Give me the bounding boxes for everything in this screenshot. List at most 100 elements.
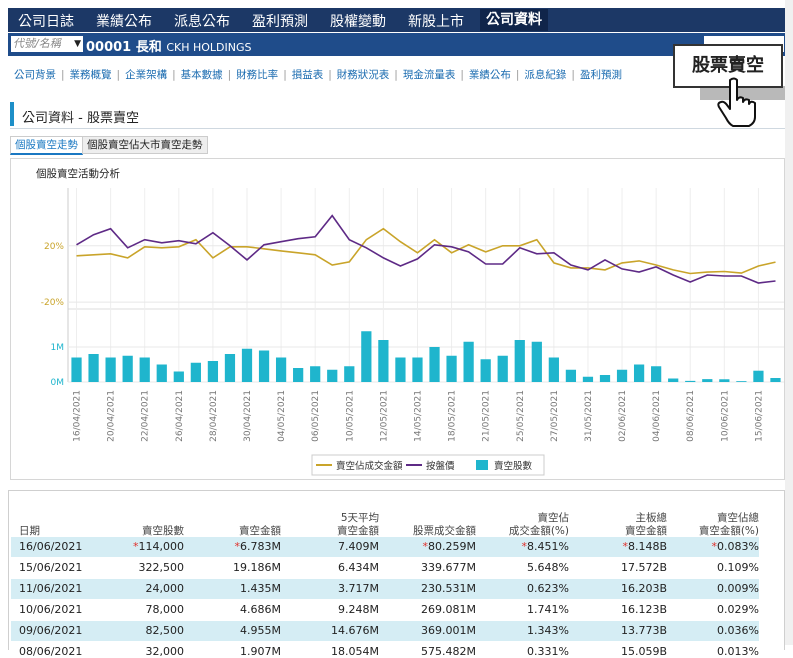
table-cell: 13.773B	[620, 624, 667, 637]
line	[76, 214, 776, 284]
sub-links: 公司背景 | 業務概覽 | 企業架構 | 基本數據 | 財務比率 | 損益表 | 財務狀況表 | 現金流量表…	[14, 67, 622, 82]
table-cell: 82,500	[145, 624, 185, 637]
table-cell: 4.686M	[240, 603, 281, 616]
sub-tab[interactable]: 個股賣空佔大市賣空走勢	[82, 136, 208, 154]
x-tick-label: 16/04/2021	[73, 390, 83, 442]
callout: 股票賣空	[673, 44, 783, 88]
sub-link[interactable]: 業績公布	[468, 69, 511, 81]
table-cell: 09/06/2021	[19, 624, 83, 637]
table-cell: 5.648%	[527, 561, 569, 574]
table-cell: 19.186M	[233, 561, 281, 574]
table-cell: 4.955M	[240, 624, 281, 637]
table-cell: 369.001M	[421, 624, 476, 637]
table-cell: *8.451%	[521, 540, 569, 553]
bar	[770, 378, 781, 382]
bar	[429, 347, 440, 382]
nav-tab[interactable]: 公司資料	[480, 9, 548, 31]
flag: *	[422, 540, 429, 553]
search-bar: 代號/名稱 ▼ 00001 長和 CKH HOLDINGS	[8, 33, 785, 56]
sub-link[interactable]: 派息紀錄	[524, 69, 567, 81]
bar	[719, 379, 730, 382]
sub-link[interactable]: 損益表	[291, 69, 324, 81]
table-cell: 9.248M	[338, 603, 379, 616]
sub-link[interactable]: 財務狀況表	[336, 69, 390, 81]
sub-link[interactable]: 基本數據	[180, 69, 223, 81]
separator: |	[227, 69, 232, 81]
y-tick-label: -20%	[41, 298, 65, 308]
bar	[548, 357, 559, 382]
code-select[interactable]: 代號/名稱 ▼	[11, 36, 83, 52]
table-cell: 0.331%	[527, 645, 569, 658]
nav-tab[interactable]: 業績公布	[96, 14, 152, 30]
x-tick-label: 28/04/2021	[209, 390, 219, 442]
flag: *	[133, 540, 139, 553]
x-tick-label: 18/05/2021	[448, 390, 458, 442]
table-cell: 3.717M	[338, 582, 379, 595]
legend-label: 按盤價	[426, 460, 455, 472]
table: 日期 賣空股數 賣空金額 5天平均 賣空金額 股票成交金額 賣空佔 成交金額(%) 主板總 賣空金…	[8, 490, 785, 658]
table-cell: 11/06/2021	[19, 582, 83, 595]
table-cell: 16.203B	[620, 582, 667, 595]
bar	[651, 366, 662, 382]
bar	[139, 357, 150, 382]
flag: *	[711, 540, 718, 553]
x-tick-label: 06/05/2021	[311, 390, 321, 442]
sub-link[interactable]: 盈利預測	[579, 69, 622, 81]
sub-link[interactable]: 業務概覽	[69, 69, 112, 81]
table-cell: 0.036%	[717, 624, 759, 637]
chart: 16/04/2021 20/04/2021 22/04/2021 26/04/2021…	[41, 188, 784, 476]
line	[76, 227, 776, 275]
table-cell: 78,000	[145, 603, 185, 616]
table-cell: *6.783M	[234, 540, 281, 553]
column-header: 賣空佔	[537, 512, 570, 524]
nav-tab[interactable]: 公司日誌	[18, 14, 74, 30]
column-header: 日期	[19, 525, 40, 537]
column-header: 賣空金額	[239, 525, 281, 537]
column-header: 賣空佔總	[717, 512, 759, 524]
table-cell: 6.434M	[338, 561, 379, 574]
nav-tab[interactable]: 股權變動	[330, 14, 386, 30]
nav-tab[interactable]: 盈利預測	[252, 14, 308, 30]
x-tick-label: 14/05/2021	[413, 390, 423, 442]
table-cell: 269.081M	[421, 603, 476, 616]
bar	[753, 370, 764, 382]
sub-link[interactable]: 企業架構	[125, 69, 168, 81]
row-highlight	[11, 621, 759, 641]
table-cell: 575.482M	[421, 645, 476, 658]
x-tick-label: 10/06/2021	[720, 390, 730, 442]
stock-name-zh: 長和	[135, 40, 162, 55]
separator: |	[116, 69, 121, 81]
bar	[344, 366, 355, 382]
bar	[241, 348, 253, 382]
table-cell: 16.123B	[620, 603, 667, 616]
scrollbar[interactable]	[785, 0, 793, 645]
bar	[480, 359, 491, 382]
table-cell: 14.676M	[331, 624, 379, 637]
column-header: 主板總	[635, 512, 668, 524]
table-cell: 0.109%	[717, 561, 759, 574]
bar	[531, 341, 542, 382]
top-nav: 公司日誌 業績公布 派息公布 盈利預測 股權變動 新股上市 公司資料	[8, 8, 785, 32]
legend-label: 賣空股數	[494, 460, 533, 472]
bar	[616, 369, 628, 382]
sub-link[interactable]: 現金流量表	[402, 69, 456, 81]
hand-cursor	[717, 77, 756, 127]
bar	[224, 354, 236, 382]
bar	[190, 362, 201, 382]
sub-link[interactable]: 財務比率	[236, 69, 279, 81]
x-tick-label: 30/04/2021	[243, 390, 253, 442]
chart-box	[10, 158, 785, 480]
sub-link[interactable]: 公司背景	[14, 69, 56, 81]
stock-name: 00001 長和 CKH HOLDINGS	[86, 36, 251, 55]
column-header: 股票成交金額	[413, 525, 476, 537]
table-cell: 16/06/2021	[19, 540, 83, 553]
flag: *	[622, 540, 628, 553]
legend-label: 賣空佔成交金額	[336, 460, 403, 472]
stock-name-en: CKH HOLDINGS	[166, 41, 252, 54]
bar	[736, 381, 747, 382]
nav-tab[interactable]: 新股上市	[408, 14, 464, 30]
bar	[702, 379, 713, 382]
nav-tab[interactable]: 派息公布	[174, 14, 230, 30]
bar	[514, 340, 525, 382]
bar	[378, 340, 389, 382]
